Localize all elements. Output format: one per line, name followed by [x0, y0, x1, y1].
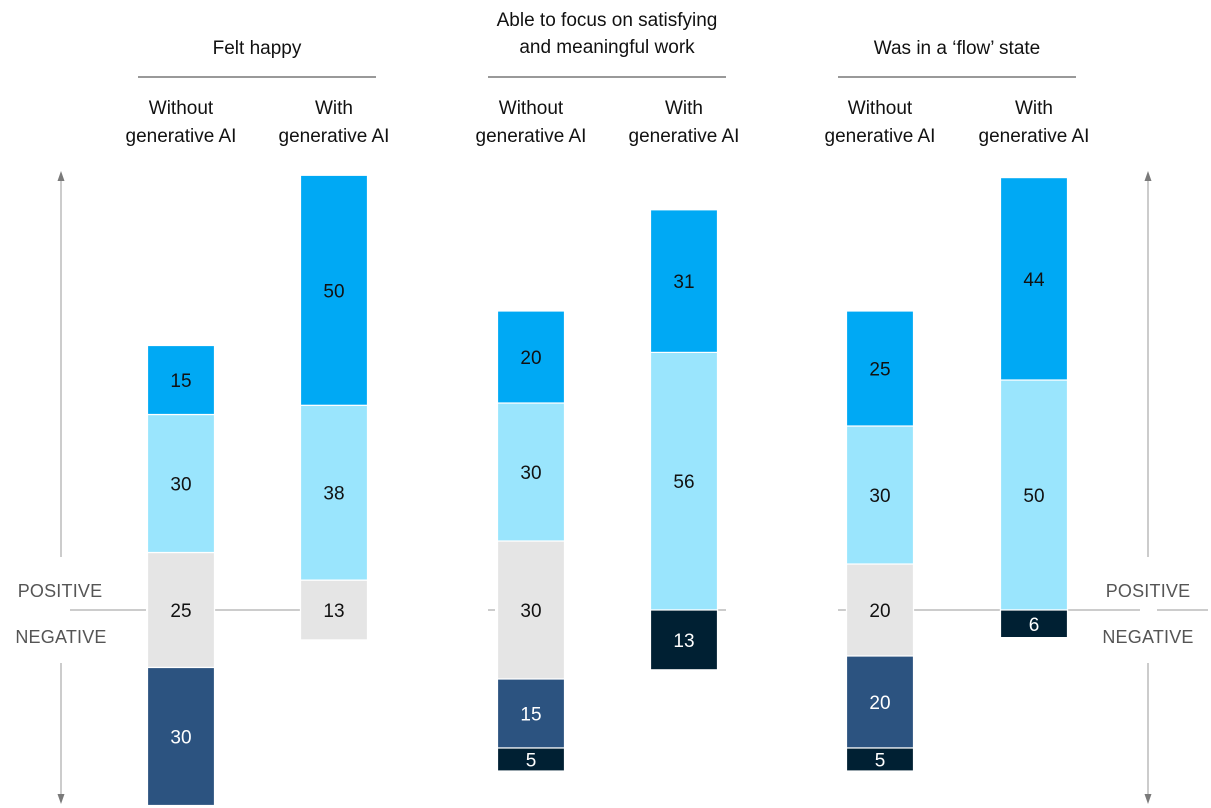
bar-segment-positive-2 — [999, 177, 1069, 381]
column-label-line-2: generative AI — [126, 126, 237, 147]
group-title-line-1: Able to focus on satisfying — [497, 10, 718, 31]
column-label-line-2: generative AI — [825, 126, 936, 147]
right-axis-up-arrow — [1144, 171, 1152, 181]
bar-segment-positive-2 — [496, 310, 566, 404]
bar-segment-positive-1 — [845, 425, 915, 565]
segment-value-label: 25 — [869, 360, 890, 381]
segment-value-label: 6 — [1029, 615, 1040, 636]
negative-label-right: NEGATIVE — [1102, 627, 1193, 647]
negative-label-left: NEGATIVE — [15, 627, 106, 647]
bar-segment-positive-2 — [649, 209, 719, 354]
column-label-line-2: generative AI — [279, 126, 390, 147]
segment-value-label: 20 — [520, 348, 541, 369]
segment-value-label: 50 — [1023, 486, 1044, 507]
bar-segment-negative-1 — [496, 678, 566, 749]
column-label-line-1: Without — [149, 98, 214, 119]
bar-segment-neutral — [845, 563, 915, 657]
right-axis-down-arrow — [1144, 794, 1152, 804]
column-label-line-1: Without — [848, 98, 913, 119]
column-label-line-1: Without — [499, 98, 564, 119]
bar-segment-positive-1 — [649, 351, 719, 611]
segment-value-label: 5 — [526, 751, 537, 772]
bar-segment-neutral — [496, 540, 566, 680]
bar-segment-negative-2 — [496, 747, 566, 772]
bar-segment-positive-1 — [146, 413, 216, 554]
left-axis-up-arrow — [57, 171, 65, 181]
segment-value-label: 5 — [875, 751, 886, 772]
bar-segment-positive-1 — [299, 404, 369, 581]
column-label-line-2: generative AI — [979, 126, 1090, 147]
bar-segment-positive-2 — [146, 344, 216, 416]
bar-segment-negative-2 — [845, 747, 915, 772]
segment-value-label: 15 — [170, 371, 191, 392]
segment-value-label: 30 — [520, 463, 541, 484]
bar-segment-positive-1 — [496, 402, 566, 542]
bar-segment-negative-1 — [649, 609, 719, 671]
segment-value-label: 13 — [673, 631, 694, 652]
segment-value-label: 20 — [869, 693, 890, 714]
segment-value-label: 30 — [170, 475, 191, 496]
bar-segment-negative-1 — [999, 609, 1069, 639]
bar-segment-negative-1 — [845, 655, 915, 749]
group-title: Was in a ‘flow’ state — [874, 38, 1040, 59]
group-title: Felt happy — [213, 38, 302, 59]
segment-value-label: 44 — [1023, 270, 1045, 291]
column-label-line-1: With — [1015, 98, 1053, 119]
segment-value-label: 13 — [323, 601, 344, 622]
segment-value-label: 38 — [323, 484, 344, 505]
column-label-line-1: With — [315, 98, 353, 119]
bar-segment-neutral — [146, 551, 216, 669]
bar-segment-neutral — [299, 579, 369, 641]
segment-value-label: 25 — [170, 601, 191, 622]
segment-value-label: 20 — [869, 601, 890, 622]
segment-value-label: 15 — [520, 705, 541, 726]
column-label-line-1: With — [665, 98, 703, 119]
segment-value-label: 30 — [869, 486, 890, 507]
column-label-line-2: generative AI — [476, 126, 587, 147]
bar-segment-positive-2 — [299, 174, 369, 406]
segment-value-label: 30 — [520, 601, 541, 622]
segment-value-label: 30 — [170, 728, 191, 749]
segment-value-label: 31 — [673, 272, 694, 293]
left-axis-down-arrow — [57, 794, 65, 804]
bar-segment-positive-2 — [845, 310, 915, 427]
segment-value-label: 50 — [323, 281, 344, 302]
group-title-line-2: and meaningful work — [519, 37, 695, 58]
column-label-line-2: generative AI — [629, 126, 740, 147]
positive-label-right: POSITIVE — [1106, 581, 1191, 601]
positive-label-left: POSITIVE — [18, 581, 103, 601]
segment-value-label: 56 — [673, 472, 694, 493]
bar-segment-negative-1 — [146, 666, 216, 807]
